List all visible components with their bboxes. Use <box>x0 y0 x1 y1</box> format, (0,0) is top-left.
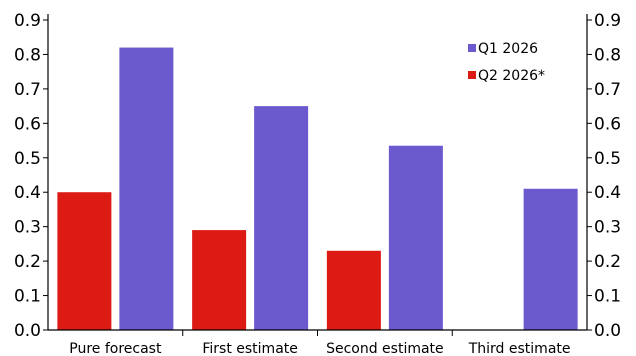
legend-label-q1-2026: Q1 2026 <box>478 41 538 57</box>
y-tick-label-right: 0.3 <box>594 218 621 238</box>
y-tick-label-right: 0.5 <box>594 149 621 169</box>
legend-label-q2-2026-: Q2 2026* <box>478 68 545 84</box>
y-tick-label-right: 0.6 <box>594 114 621 134</box>
y-tick-label-left: 0.2 <box>14 252 41 272</box>
y-tick-label-left: 0.0 <box>14 321 41 341</box>
y-tick-label-left: 0.7 <box>14 80 41 100</box>
bar-q2-2026--pure-forecast <box>57 192 112 330</box>
x-tick-label: First estimate <box>202 341 298 356</box>
y-tick-label-left: 0.6 <box>14 114 41 134</box>
y-tick-label-right: 0.0 <box>594 321 621 341</box>
y-tick-label-right: 0.4 <box>594 183 621 203</box>
legend-swatch-q1-2026 <box>468 44 476 52</box>
y-tick-label-left: 0.9 <box>14 11 41 31</box>
bar-q1-2026-third-estimate <box>523 188 578 330</box>
legend: Q1 2026 Q2 2026* <box>468 41 545 84</box>
x-tick-label: Third estimate <box>468 341 571 356</box>
y-tick-label-right: 0.7 <box>594 80 621 100</box>
bar-q1-2026-second-estimate <box>388 145 443 330</box>
y-tick-label-right: 0.2 <box>594 252 621 272</box>
bar-q2-2026--first-estimate <box>192 230 247 330</box>
y-tick-label-left: 0.4 <box>14 183 41 203</box>
axes-layer: Pure forecast First estimate Second estima… <box>14 11 621 356</box>
x-tick-label: Second estimate <box>326 341 444 356</box>
bar-q1-2026-first-estimate <box>254 106 309 330</box>
y-tick-label-left: 0.1 <box>14 287 41 307</box>
y-tick-label-right: 0.9 <box>594 11 621 31</box>
y-tick-label-right: 0.1 <box>594 287 621 307</box>
bar-q2-2026--second-estimate <box>326 250 381 330</box>
y-tick-label-left: 0.8 <box>14 45 41 65</box>
bars-layer <box>57 47 578 331</box>
x-tick-label: Pure forecast <box>69 341 162 356</box>
bar-q1-2026-pure-forecast <box>119 47 174 331</box>
y-tick-label-left: 0.5 <box>14 149 41 169</box>
legend-swatch-q2-2026- <box>468 71 476 79</box>
y-tick-label-right: 0.8 <box>594 45 621 65</box>
y-tick-label-left: 0.3 <box>14 218 41 238</box>
